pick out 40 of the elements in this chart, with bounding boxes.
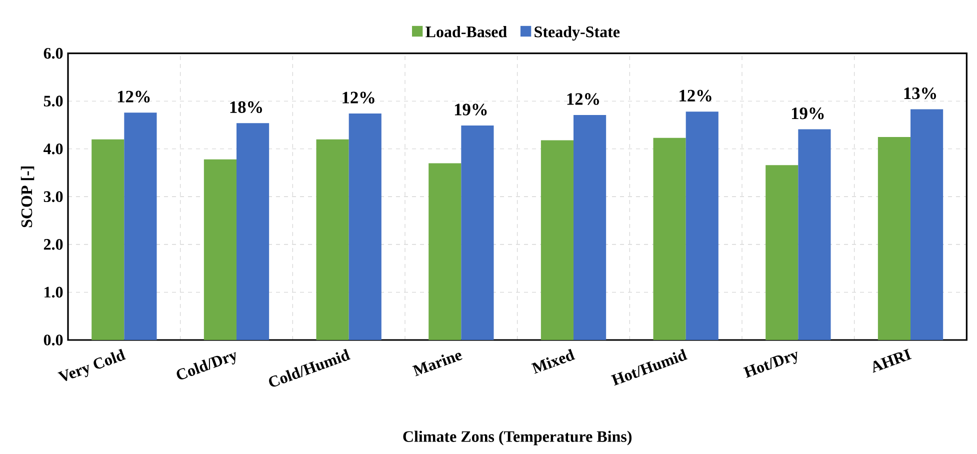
bar bbox=[428, 163, 462, 340]
bar bbox=[92, 139, 124, 340]
y-tick-label: 4.0 bbox=[44, 143, 63, 154]
bar bbox=[461, 125, 494, 340]
y-tick-label: 6.0 bbox=[44, 48, 63, 59]
annotation: 12% bbox=[342, 92, 374, 104]
annotation: 18% bbox=[230, 101, 262, 114]
x-tick-label: Hot/Dry bbox=[743, 352, 798, 378]
legend-label: Load-Based bbox=[426, 26, 507, 38]
y-tick-label: 2.0 bbox=[44, 239, 63, 250]
y-tick-label: 0.0 bbox=[44, 334, 63, 346]
bar bbox=[204, 159, 237, 340]
y-tick-label: 1.0 bbox=[44, 286, 63, 298]
bar bbox=[686, 112, 718, 340]
annotation: 12% bbox=[680, 90, 712, 102]
bar bbox=[236, 123, 270, 340]
annotation: 12% bbox=[567, 93, 599, 105]
legend-label: Steady-State bbox=[534, 26, 620, 41]
annotation: 12% bbox=[118, 90, 150, 103]
annotation: 19% bbox=[454, 104, 487, 116]
y-axis-title: SCOP [-] bbox=[20, 166, 34, 228]
annotation: 19% bbox=[792, 108, 824, 120]
x-tick-label: Very Cold bbox=[58, 348, 126, 382]
bar bbox=[798, 129, 831, 340]
x-tick-label: Mixed bbox=[531, 348, 576, 374]
bar bbox=[574, 114, 606, 340]
y-tick-label: 3.0 bbox=[44, 191, 63, 202]
y-tick-label: 5.0 bbox=[44, 96, 63, 107]
x-tick-label: Marine bbox=[412, 352, 462, 376]
bar bbox=[878, 136, 911, 340]
bar bbox=[766, 165, 798, 340]
bar bbox=[540, 140, 574, 340]
bar bbox=[348, 114, 382, 340]
bar bbox=[653, 138, 686, 340]
bar bbox=[910, 109, 944, 340]
bar bbox=[124, 112, 157, 340]
bar bbox=[316, 139, 349, 340]
x-axis-title: Climate Zons (Temperature Bins) bbox=[403, 430, 632, 446]
annotation: 13% bbox=[904, 87, 936, 100]
x-tick-label: AHRI bbox=[872, 348, 912, 373]
